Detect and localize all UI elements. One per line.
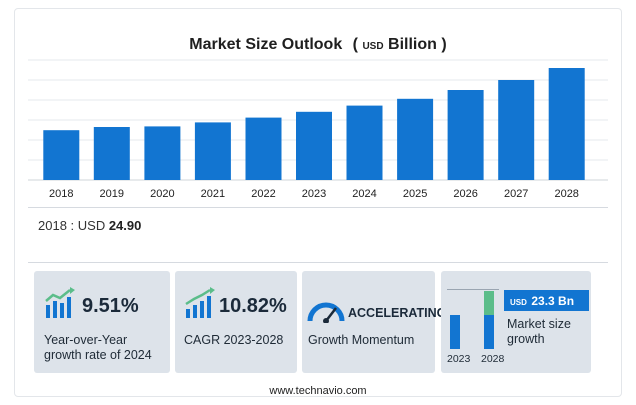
footer-url: www.technavio.com: [269, 385, 367, 397]
growth-label: Market size growth: [507, 317, 571, 347]
bar-2025: [397, 98, 434, 180]
growth-chart-icon: [185, 287, 215, 318]
growth-badge-prefix: USD: [510, 298, 527, 307]
x-tick-label: 2018: [49, 188, 73, 200]
x-tick-label: 2021: [201, 188, 225, 200]
momentum-value: ACCELERATING: [348, 306, 447, 320]
bar-2026: [447, 90, 484, 180]
yoy-label-line1: Year-over-Year: [44, 333, 128, 347]
growth-bar-increment: [484, 291, 494, 315]
chart-unit: ( USD Billion ): [352, 36, 447, 53]
chart-unit-prefix: USD: [362, 41, 384, 52]
x-tick-label: 2019: [100, 188, 124, 200]
growth-bracket-line: [447, 289, 499, 290]
x-tick-label: 2025: [403, 188, 427, 200]
x-tick-label: 2022: [251, 188, 275, 200]
x-tick-label: 2024: [352, 188, 376, 200]
bar-2023: [296, 111, 332, 180]
bar-2019: [93, 127, 130, 180]
bar-2022: [245, 117, 282, 180]
yoy-card: 9.51% Year-over-Year growth rate of 2024: [34, 271, 170, 373]
growth-year-end: 2028: [481, 353, 505, 365]
growth-badge-value: 23.3 Bn: [531, 294, 575, 308]
growth-label-line2: growth: [507, 332, 545, 346]
base-year-label: 2018 : USD: [38, 218, 106, 233]
bar-2027: [498, 80, 535, 180]
bar-2024: [346, 105, 383, 180]
chart-title-text: Market Size Outlook: [189, 36, 343, 53]
cagr-label: CAGR 2023-2028: [184, 333, 284, 347]
divider: [28, 262, 608, 263]
x-tick-label: 2020: [150, 188, 174, 200]
growth-bar-start: [450, 315, 460, 349]
bar-2028: [548, 68, 585, 180]
yoy-label: Year-over-Year growth rate of 2024: [44, 333, 152, 363]
growth-badge: USD 23.3 Bn: [504, 290, 589, 311]
yoy-value: 9.51%: [82, 295, 139, 317]
x-tick-label: 2028: [554, 188, 578, 200]
cagr-value: 10.82%: [219, 295, 287, 317]
growth-bar-end: [484, 315, 494, 349]
growth-label-line1: Market size: [507, 317, 571, 331]
speedometer-icon: [307, 302, 345, 323]
chart-title: Market Size Outlook ( USD Billion ): [0, 36, 636, 54]
x-tick-label: 2023: [302, 188, 326, 200]
momentum-card: ACCELERATING Growth Momentum: [302, 271, 446, 373]
bar-2021: [194, 122, 231, 180]
bar-2018: [43, 130, 80, 180]
base-year-number: 24.90: [108, 218, 142, 233]
cagr-card: 10.82% CAGR 2023-2028: [175, 271, 297, 373]
yoy-label-line2: growth rate of 2024: [44, 348, 152, 362]
divider: [28, 207, 608, 208]
base-year-value: 2018 : USD 24.90: [38, 218, 141, 233]
bar-chart: 2018 2019 2020 2021 2022 2023 2024 2025 2026 2027…: [28, 59, 608, 200]
chart-unit-suffix: Billion: [388, 36, 437, 53]
bar-2020: [144, 126, 181, 180]
growth-card: 2023 2028 USD 23.3 Bn Market size growth: [441, 271, 591, 373]
x-tick-label: 2027: [504, 188, 528, 200]
x-tick-label: 2026: [453, 188, 477, 200]
momentum-label: Growth Momentum: [308, 333, 415, 347]
growth-chart-icon: [45, 287, 75, 318]
growth-year-start: 2023: [447, 353, 471, 365]
